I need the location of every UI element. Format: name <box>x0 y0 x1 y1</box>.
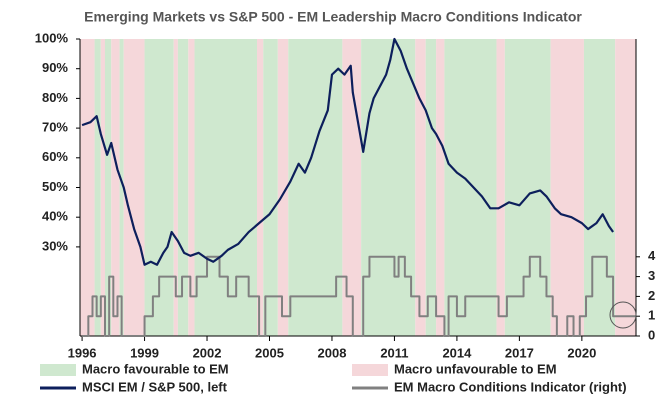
regime-band <box>263 39 278 336</box>
chart-title: Emerging Markets vs S&P 500 - EM Leaders… <box>84 9 582 25</box>
y-tick-label: 70% <box>42 120 68 135</box>
y-tick-label: 60% <box>42 149 68 164</box>
regime-band <box>425 39 437 336</box>
regime-band <box>119 39 124 336</box>
regime-band <box>111 39 120 336</box>
x-tick-label: 2011 <box>380 345 408 360</box>
y-tick-label: 50% <box>42 179 68 194</box>
regime-band <box>177 39 189 336</box>
annotation-circle <box>609 301 637 329</box>
regime-band <box>277 39 289 336</box>
legend-swatch <box>352 364 388 376</box>
legend-label: MSCI EM / S&P 500, left <box>82 379 228 394</box>
regime-band <box>94 39 101 336</box>
regime-band <box>615 39 636 336</box>
y-tick-label: 40% <box>42 209 68 224</box>
regime-band <box>104 39 112 336</box>
regime-band <box>80 39 95 336</box>
x-tick-label: 2002 <box>193 345 222 360</box>
regime-band <box>496 39 505 336</box>
y2-tick-label: 3 <box>648 268 655 283</box>
regime-band <box>288 39 343 336</box>
y-tick-label: 30% <box>42 238 68 253</box>
x-tick-label: 2014 <box>442 345 472 360</box>
y2-tick-label: 4 <box>648 248 656 263</box>
y-tick-label: 100% <box>35 30 69 45</box>
regime-band <box>173 39 178 336</box>
plot-layer: 30% 40% 50% 60% 70% 80% 90% 100% 0 1 2 3 4 1996 1999 20… <box>35 30 656 394</box>
regime-band <box>444 39 497 336</box>
x-tick-label: 2017 <box>505 345 534 360</box>
regime-band <box>436 39 445 336</box>
x-tick-label: 1996 <box>68 345 97 360</box>
legend-label: Macro favourable to EM <box>82 361 229 376</box>
regime-band <box>188 39 195 336</box>
x-tick-label: 2008 <box>318 345 347 360</box>
regime-band <box>257 39 264 336</box>
shading-layer <box>80 39 636 336</box>
x-tick-label: 2005 <box>255 345 284 360</box>
regime-band <box>583 39 616 336</box>
legend-label: EM Macro Conditions Indicator (right) <box>394 379 627 394</box>
x-tick-label: 2020 <box>567 345 596 360</box>
regime-band <box>415 39 426 336</box>
y2-tick-label: 0 <box>648 327 655 342</box>
regime-band <box>361 39 416 336</box>
regime-band <box>194 39 258 336</box>
legend-swatch <box>40 364 76 376</box>
series-line <box>81 37 614 266</box>
y2-tick-label: 2 <box>648 288 655 303</box>
regime-band <box>100 39 105 336</box>
y-tick-label: 90% <box>42 60 68 75</box>
regime-band <box>504 39 551 336</box>
regime-band <box>550 39 584 336</box>
x-tick-label: 1999 <box>130 345 159 360</box>
y-tick-label: 80% <box>42 90 68 105</box>
regime-band <box>123 39 145 336</box>
series-line <box>82 255 636 337</box>
y2-tick-label: 1 <box>648 308 655 323</box>
legend-label: Macro unfavourable to EM <box>394 361 557 376</box>
